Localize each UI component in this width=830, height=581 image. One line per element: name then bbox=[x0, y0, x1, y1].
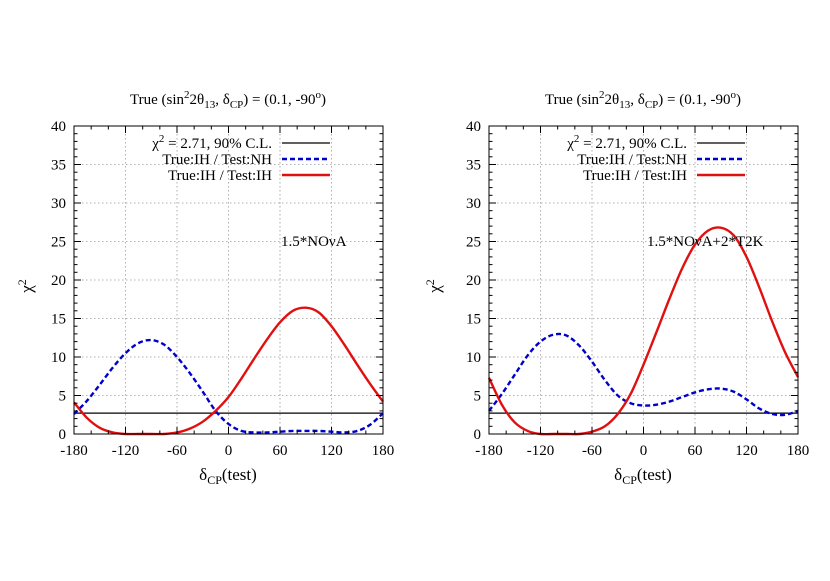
experiment-annotation: 1.5*NOνA bbox=[281, 234, 347, 250]
y-tick-label: 25 bbox=[51, 235, 66, 251]
y-tick-label: 35 bbox=[466, 158, 481, 174]
chart-title: True (sin22θ13, δCP) = (0.1, -90o) bbox=[545, 89, 741, 111]
legend-label-nh: True:IH / Test:NH bbox=[162, 152, 272, 168]
y-tick-labels: 0 5 10 15 20 25 30 35 40 bbox=[466, 119, 481, 443]
axis-ticks bbox=[73, 125, 384, 435]
legend: χ2 = 2.71, 90% C.L. True:IH / Test:NH Tr… bbox=[151, 133, 330, 184]
y-tick-label: 20 bbox=[51, 273, 66, 289]
x-tick-label: -60 bbox=[167, 443, 187, 459]
legend-label-ih: True:IH / Test:IH bbox=[583, 168, 687, 184]
y-axis-label: χ2 bbox=[15, 279, 36, 294]
y-tick-labels: 0 5 10 15 20 25 30 35 40 bbox=[51, 119, 66, 443]
y-tick-label: 30 bbox=[466, 196, 481, 212]
x-tick-label: -120 bbox=[527, 443, 555, 459]
legend-label-cl: χ2 = 2.71, 90% C.L. bbox=[151, 133, 272, 152]
series-test-nh-line bbox=[488, 332, 799, 417]
y-tick-label: 35 bbox=[51, 158, 66, 174]
y-axis-label: χ2 bbox=[423, 279, 444, 294]
x-tick-label: -180 bbox=[60, 443, 88, 459]
x-tick-label: -60 bbox=[582, 443, 602, 459]
legend-label-cl: χ2 = 2.71, 90% C.L. bbox=[566, 133, 687, 152]
x-tick-label: 0 bbox=[225, 443, 233, 459]
y-tick-label: 5 bbox=[59, 389, 67, 405]
x-tick-label: -180 bbox=[475, 443, 503, 459]
y-tick-label: 15 bbox=[466, 312, 481, 328]
y-tick-label: 30 bbox=[51, 196, 66, 212]
chart-title: True (sin22θ13, δCP) = (0.1, -90o) bbox=[130, 89, 326, 111]
x-tick-label: 120 bbox=[735, 443, 758, 459]
y-tick-label: 25 bbox=[466, 235, 481, 251]
x-tick-labels: -180 -120 -60 0 60 120 180 bbox=[60, 443, 394, 459]
y-tick-label: 40 bbox=[466, 119, 481, 135]
chart-panel-left: True (sin22θ13, δCP) = (0.1, -90o) -180-… bbox=[15, 89, 394, 487]
legend: χ2 = 2.71, 90% C.L. True:IH / Test:NH Tr… bbox=[566, 133, 745, 184]
y-tick-label: 10 bbox=[466, 350, 481, 366]
x-axis-label: δCP(test) bbox=[199, 465, 257, 487]
y-tick-label: 10 bbox=[51, 350, 66, 366]
y-tick-label: 15 bbox=[51, 312, 66, 328]
grid-lines bbox=[489, 126, 798, 434]
chart-panel-right: True (sin22θ13, δCP) = (0.1, -90o) -180-… bbox=[423, 89, 809, 487]
x-axis-label: δCP(test) bbox=[614, 465, 672, 487]
x-tick-label: 0 bbox=[640, 443, 648, 459]
x-tick-label: -120 bbox=[112, 443, 140, 459]
y-tick-label: 0 bbox=[59, 427, 67, 443]
legend-label-ih: True:IH / Test:IH bbox=[168, 168, 272, 184]
x-tick-label: 60 bbox=[688, 443, 703, 459]
x-tick-labels: -180 -120 -60 0 60 120 180 bbox=[475, 443, 809, 459]
x-tick-label: 120 bbox=[320, 443, 343, 459]
axis-ticks bbox=[488, 125, 799, 435]
x-tick-label: 180 bbox=[787, 443, 810, 459]
x-tick-label: 180 bbox=[372, 443, 395, 459]
y-tick-label: 40 bbox=[51, 119, 66, 135]
experiment-annotation: 1.5*NOνA+2*T2K bbox=[647, 234, 764, 250]
x-tick-label: 60 bbox=[273, 443, 288, 459]
y-tick-label: 5 bbox=[474, 389, 482, 405]
y-tick-label: 0 bbox=[474, 427, 482, 443]
y-tick-label: 20 bbox=[466, 273, 481, 289]
legend-label-nh: True:IH / Test:NH bbox=[577, 152, 687, 168]
grid-lines bbox=[74, 126, 383, 434]
